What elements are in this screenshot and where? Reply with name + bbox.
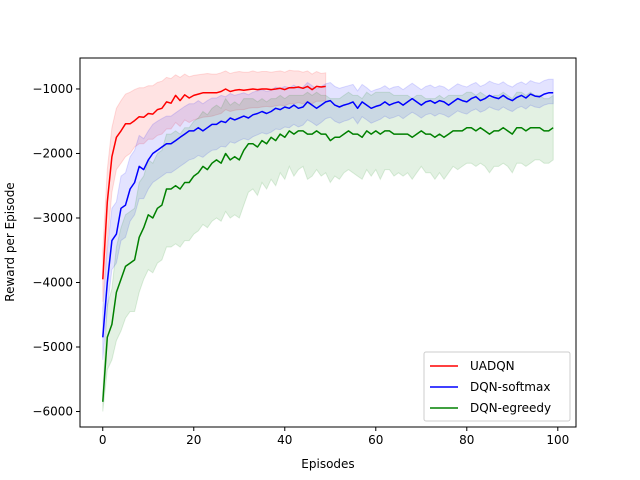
x-axis-label: Episodes <box>301 457 354 471</box>
legend: UADQN DQN-softmax DQN-egreedy <box>423 351 571 422</box>
y-tick-label: −3000 <box>32 211 73 225</box>
legend-label-uadqn: UADQN <box>470 359 515 373</box>
y-tick-label: −2000 <box>32 146 73 160</box>
dqn-egreedy-line <box>102 126 554 402</box>
dqn-softmax-line <box>102 92 554 338</box>
x-tick-label: 80 <box>459 433 474 447</box>
legend-label-dqn-egreedy: DQN-egreedy <box>470 401 551 415</box>
y-tick-label: −1000 <box>32 82 73 96</box>
y-axis-label: Reward per Episode <box>3 182 17 301</box>
y-tick-label: −4000 <box>32 275 73 289</box>
y-axis-ticks: −6000 −5000 −4000 −3000 −2000 −1000 <box>32 82 80 419</box>
uadqn-band <box>102 69 327 302</box>
x-tick-label: 60 <box>368 433 383 447</box>
confidence-bands <box>102 69 554 412</box>
dqn-egreedy-band <box>102 91 554 412</box>
uadqn-line <box>102 85 326 280</box>
x-tick-label: 20 <box>186 433 201 447</box>
plot-frame <box>79 57 577 428</box>
y-tick-label: −5000 <box>32 340 73 354</box>
x-tick-label: 40 <box>277 433 292 447</box>
legend-frame <box>423 351 571 422</box>
legend-label-dqn-softmax: DQN-softmax <box>470 380 550 394</box>
dqn-softmax-band <box>102 78 554 360</box>
series-lines <box>102 85 554 402</box>
x-axis-ticks: 0 20 40 60 80 100 <box>99 427 569 447</box>
y-tick-label: −6000 <box>32 405 73 419</box>
x-tick-label: 100 <box>546 433 569 447</box>
x-tick-label: 0 <box>99 433 107 447</box>
